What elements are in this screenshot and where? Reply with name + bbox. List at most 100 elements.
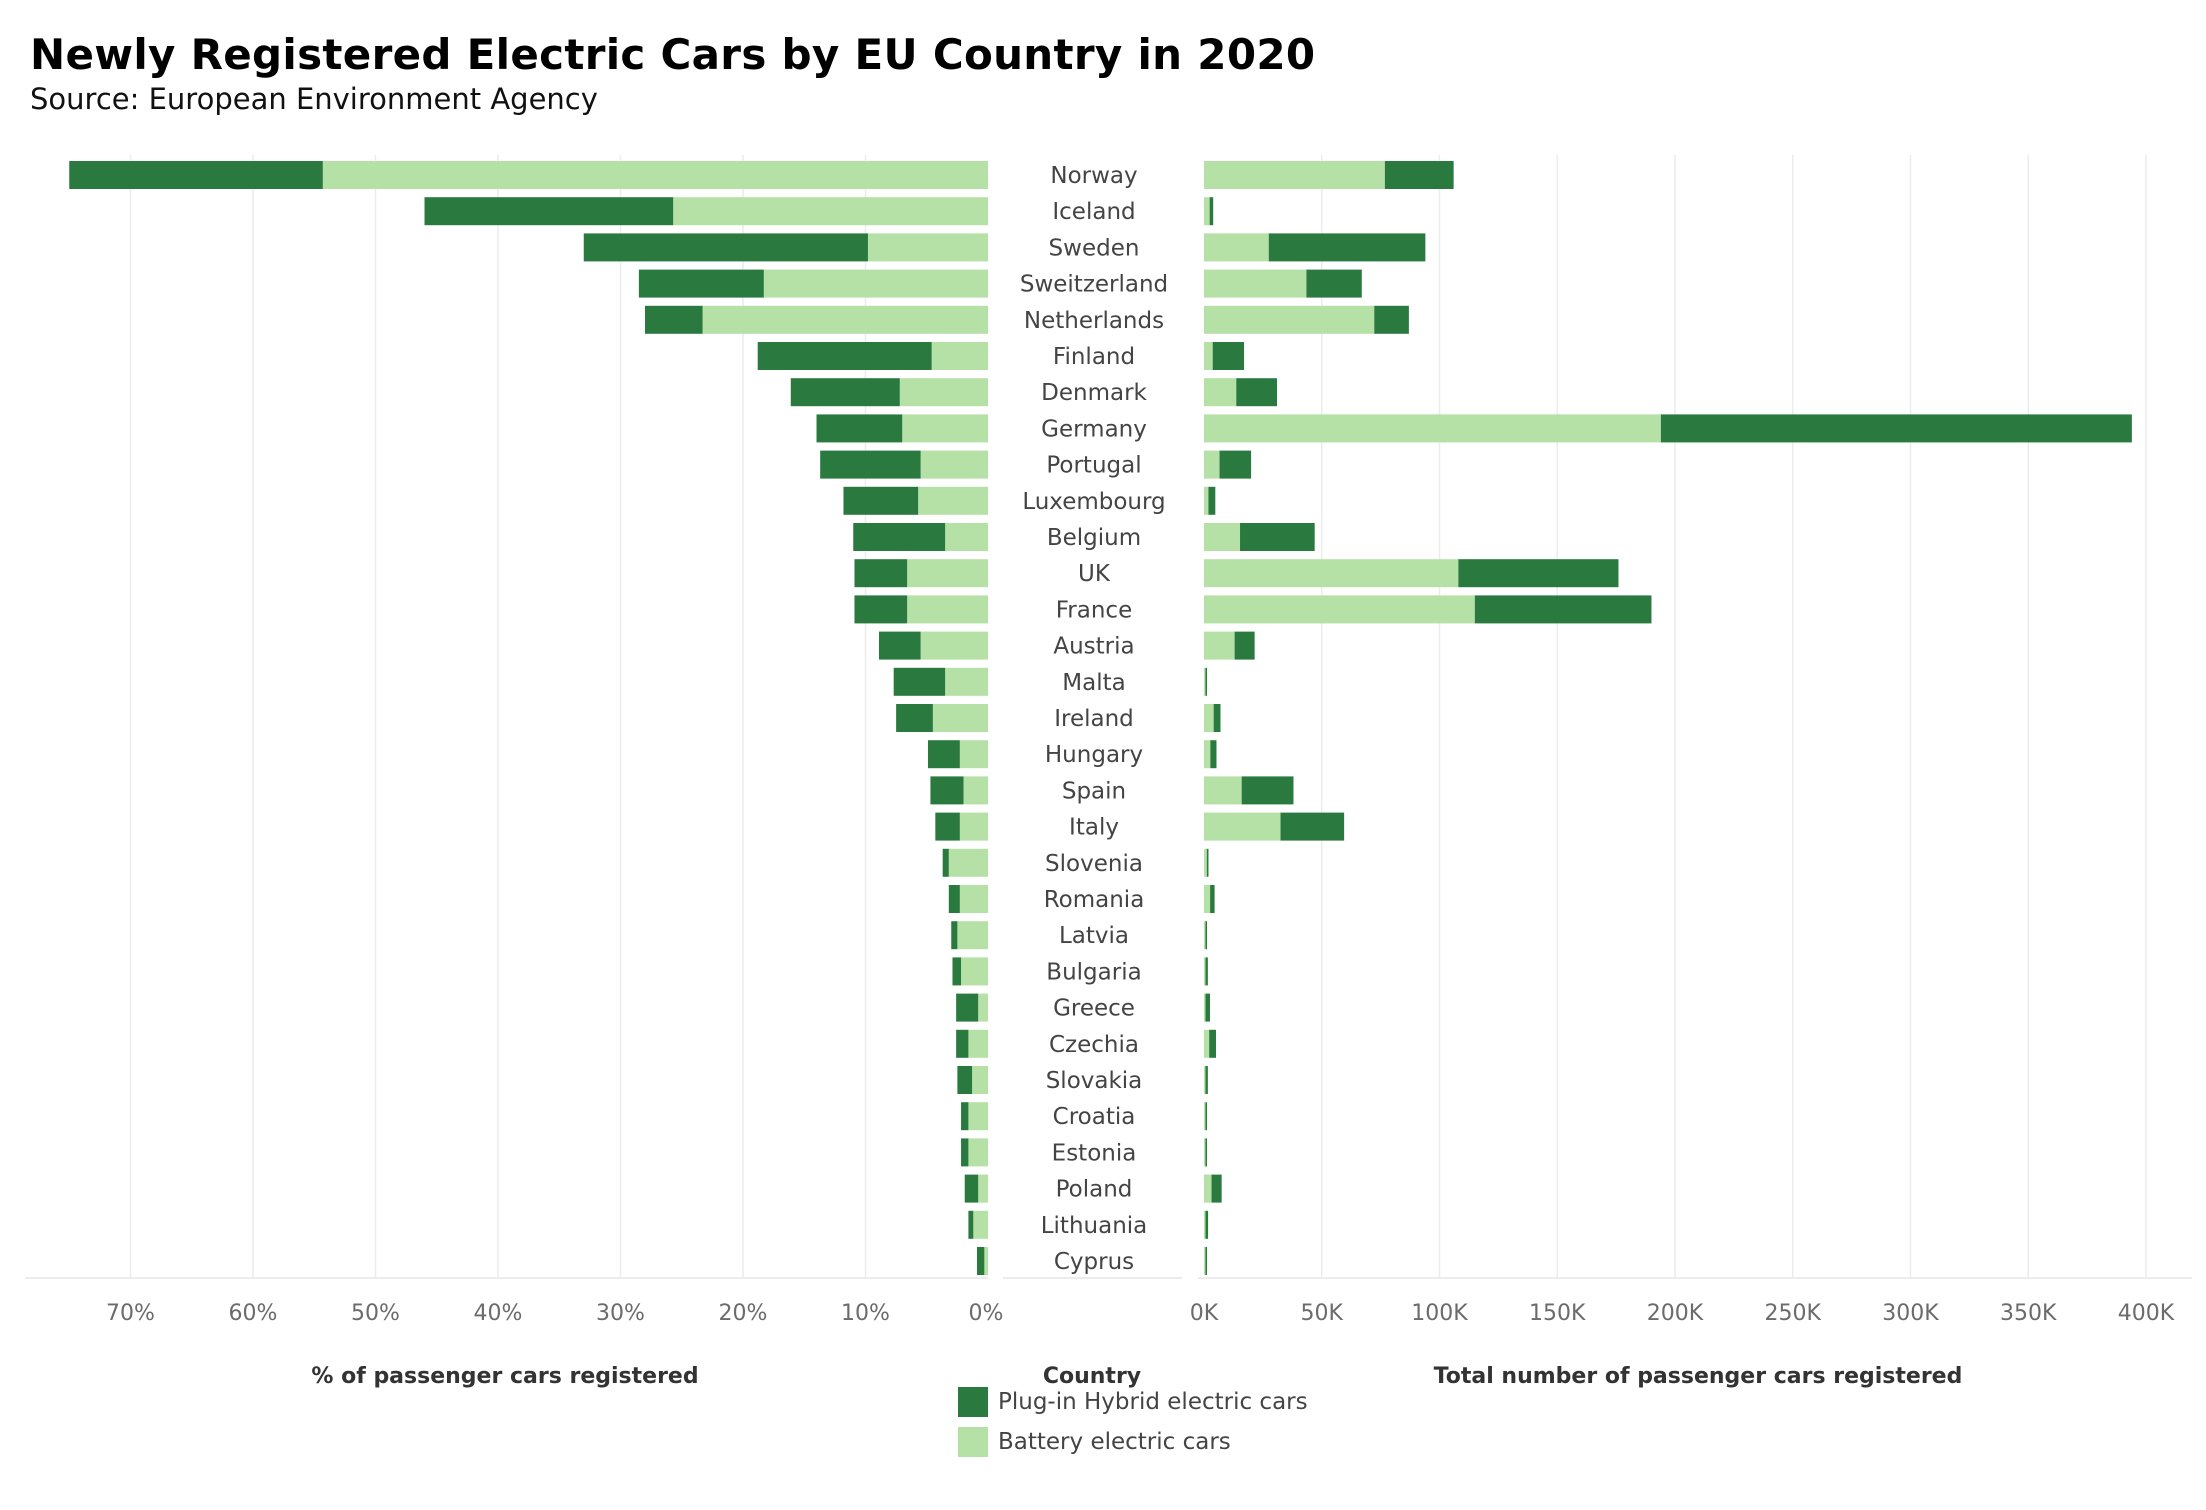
left-bar-phev: [69, 161, 323, 189]
right-bar-bev: [1204, 957, 1206, 986]
left-bar-phev: [956, 993, 979, 1022]
left-bar-bev: [961, 957, 988, 986]
left-bar-phev: [956, 1029, 969, 1058]
country-label: Norway: [1050, 163, 1137, 189]
left-bar-bev: [968, 1138, 988, 1167]
right-bar-bev: [1204, 233, 1269, 262]
left-bar-bev: [763, 269, 988, 298]
left-bar-phev: [942, 848, 949, 877]
legend-label-bev: Battery electric cars: [998, 1429, 1231, 1455]
left-bar-phev: [893, 667, 946, 696]
right-bar-bev: [1204, 305, 1375, 334]
right-bar-phev: [1234, 631, 1255, 660]
left-bar-bev: [959, 740, 988, 769]
country-label: France: [1056, 597, 1132, 623]
country-label: Greece: [1053, 996, 1135, 1022]
right-bar-phev: [1212, 342, 1245, 370]
right-bar-bev: [1204, 414, 1661, 443]
left-bar-bev: [972, 1066, 988, 1094]
country-label: Poland: [1056, 1177, 1133, 1203]
left-bar-bev: [673, 197, 988, 226]
left-bar-bev: [918, 486, 988, 515]
right-bar-phev: [1210, 740, 1217, 769]
left-bar-phev: [957, 1066, 973, 1094]
left-bar-bev: [931, 342, 988, 370]
left-bar-phev: [952, 957, 962, 986]
right-bar-bev: [1204, 523, 1241, 551]
right-bar-bev: [1204, 161, 1385, 189]
right-bar-phev: [1474, 595, 1652, 624]
left-bar-phev: [843, 486, 919, 515]
right-bar-bev: [1204, 1102, 1206, 1131]
left-bar-bev: [322, 161, 988, 189]
right-bar-bev: [1204, 1174, 1212, 1203]
country-label: Luxembourg: [1022, 489, 1165, 515]
right-bar-phev: [1280, 812, 1345, 841]
left-bar-bev: [920, 631, 988, 660]
left-bar-phev: [935, 812, 960, 841]
chart-subtitle: Source: European Environment Agency: [30, 82, 598, 116]
left-bar-bev: [945, 667, 988, 696]
country-label: Lithuania: [1041, 1213, 1148, 1239]
left-bar-bev: [948, 848, 988, 877]
country-label: Ireland: [1054, 706, 1134, 732]
right-tick-label: 0K: [1190, 1301, 1219, 1326]
left-bar-bev: [902, 414, 988, 443]
left-tick-label: 10%: [841, 1301, 890, 1326]
right-bar-phev: [1209, 197, 1214, 226]
right-axis-title: Total number of passenger cars registere…: [1434, 1364, 1963, 1389]
right-bar-bev: [1204, 885, 1211, 913]
left-bar-bev: [920, 450, 988, 479]
left-bar-phev: [583, 233, 868, 262]
left-bar-bev: [702, 305, 988, 334]
left-bar-phev: [930, 776, 964, 805]
country-label: Germany: [1041, 416, 1147, 442]
right-bar-phev: [1210, 885, 1215, 913]
left-bar-phev: [961, 1138, 969, 1167]
left-bar-bev: [973, 1210, 988, 1239]
left-bar-bev: [984, 1247, 988, 1275]
legend-item-bev: Battery electric cars: [958, 1422, 1308, 1462]
right-bar-phev: [1205, 993, 1210, 1022]
left-axis-title: % of passenger cars registered: [311, 1364, 698, 1389]
right-tick-label: 50K: [1301, 1301, 1344, 1326]
right-tick-label: 400K: [2118, 1301, 2175, 1326]
country-label: Portugal: [1046, 453, 1141, 479]
country-label: Spain: [1062, 778, 1126, 804]
country-labels: Norway Iceland Sweden Sweitzerland Netherlan…: [1020, 163, 1168, 1275]
country-label: Iceland: [1052, 199, 1135, 225]
right-bar-bev: [1204, 993, 1206, 1022]
left-bar-bev: [959, 812, 988, 841]
left-bar-phev: [853, 523, 946, 551]
left-bar-phev: [968, 1210, 974, 1239]
country-label: Sweitzerland: [1020, 272, 1168, 298]
country-label: Netherlands: [1024, 308, 1164, 334]
left-bar-bev: [899, 378, 988, 407]
left-tick-label: 30%: [596, 1301, 645, 1326]
right-bar-bev: [1204, 1210, 1206, 1239]
country-label: Austria: [1053, 634, 1134, 660]
right-bar-phev: [1205, 1247, 1207, 1275]
left-bar-phev: [948, 885, 960, 913]
country-label: Croatia: [1053, 1104, 1136, 1130]
left-bar-phev: [854, 595, 908, 624]
country-label: Denmark: [1041, 380, 1147, 406]
country-label: Slovakia: [1046, 1068, 1143, 1094]
left-percentage-bars: [69, 161, 988, 1275]
left-gridlines: [129, 155, 867, 1278]
right-axis-ticks: 0K 50K 100K 150K 200K 250K 300K 350K 400K: [1190, 1301, 2175, 1326]
left-bar-bev: [907, 559, 988, 588]
left-bar-phev: [964, 1174, 979, 1203]
country-label: Estonia: [1052, 1140, 1137, 1166]
right-tick-label: 100K: [1411, 1301, 1468, 1326]
right-bar-bev: [1204, 1029, 1210, 1058]
right-bar-bev: [1204, 269, 1307, 298]
left-bar-phev: [854, 559, 908, 588]
left-bar-bev: [959, 885, 988, 913]
left-bar-bev: [867, 233, 988, 262]
right-bar-phev: [1236, 378, 1278, 407]
left-bar-phev: [896, 704, 933, 732]
left-bar-phev: [757, 342, 932, 370]
right-bar-phev: [1219, 450, 1252, 479]
legend-label-phev: Plug-in Hybrid electric cars: [998, 1389, 1308, 1415]
